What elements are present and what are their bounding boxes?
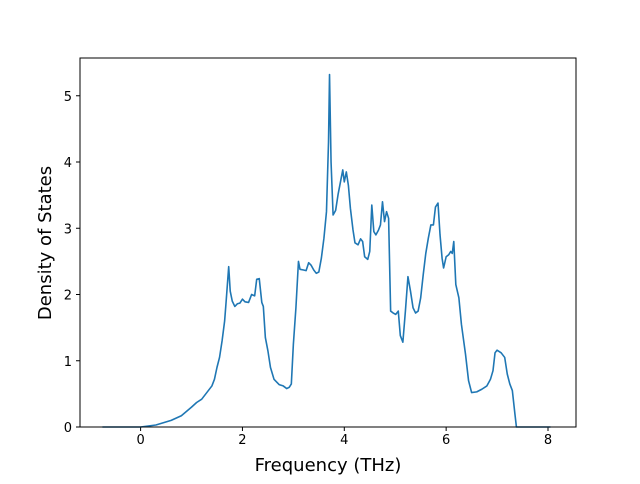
plot-frame [79, 57, 577, 428]
line [102, 73, 551, 428]
y-tick-label: 5 [64, 90, 72, 105]
x-tick-label: 8 [544, 433, 552, 448]
y-tick-label: 2 [64, 289, 72, 304]
x-tick-label: 2 [238, 433, 246, 448]
x-tick-label: 6 [442, 433, 450, 448]
y-axis-label: Density of States [35, 166, 56, 320]
x-tick-label: 0 [136, 433, 144, 448]
y-tick-label: 1 [64, 355, 72, 370]
y-tick-label: 3 [64, 222, 72, 237]
y-tick-label: 0 [64, 421, 72, 436]
x-tick-label: 4 [340, 433, 348, 448]
y-tick-label: 4 [64, 156, 72, 171]
x-axis-label: Frequency (THz) [255, 455, 402, 476]
